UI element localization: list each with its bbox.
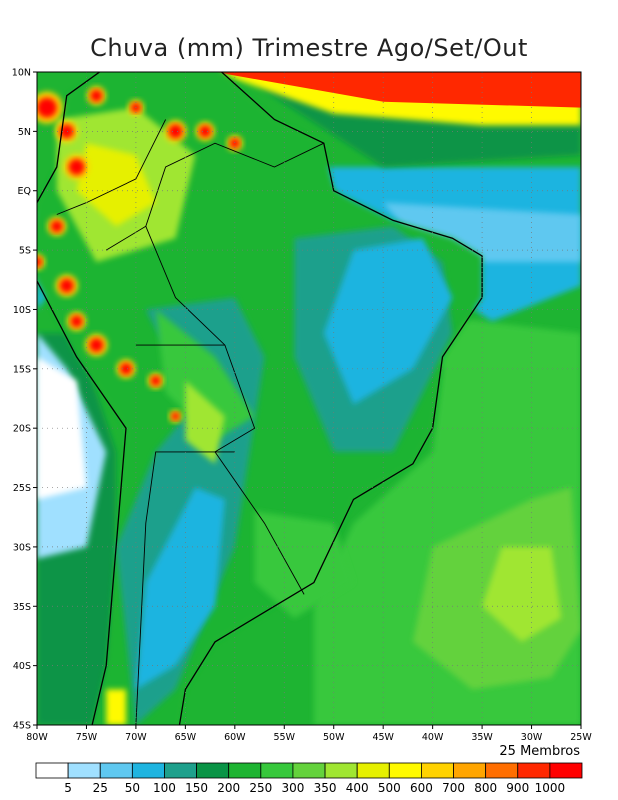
lat-tick-label: 15S bbox=[13, 364, 31, 375]
legend-swatch bbox=[196, 762, 230, 779]
lon-tick-label: 30W bbox=[521, 732, 543, 743]
south-atlantic-max bbox=[482, 546, 562, 642]
legend-swatch bbox=[292, 762, 326, 779]
legend-label: 5 bbox=[64, 781, 72, 795]
legend-label: 800 bbox=[474, 781, 497, 795]
lat-tick-label: EQ bbox=[18, 186, 31, 197]
lon-tick-label: 60W bbox=[224, 732, 246, 743]
legend-swatch bbox=[131, 762, 165, 779]
andes-slope-field bbox=[185, 380, 225, 464]
map-title: Chuva (mm) Trimestre Ago/Set/Out bbox=[90, 34, 528, 62]
lat-tick-label: 30S bbox=[13, 542, 31, 553]
legend-label: 350 bbox=[314, 781, 337, 795]
pacific-very-dry-zone bbox=[37, 356, 87, 500]
country-border-3 bbox=[135, 451, 235, 725]
axes: 80W 75W 70W 65W 60W 55W 50W 45W 40W 35W 30W 25W 10N 5… bbox=[12, 68, 593, 744]
rain-core-4 bbox=[90, 89, 103, 102]
rain-core-1 bbox=[37, 97, 57, 118]
lon-tick-label: 40W bbox=[422, 732, 444, 743]
rain-core-7 bbox=[199, 125, 212, 138]
lat-tick-label: 40S bbox=[13, 661, 31, 672]
legend-swatch bbox=[164, 762, 197, 779]
legend-label: 900 bbox=[506, 781, 529, 795]
lat-tick-label: 25S bbox=[13, 483, 31, 494]
color-legend: 5 25 50 100 150 200 250 300 350 400 500 600 700 800 90… bbox=[35, 762, 583, 795]
lon-tick-label: 35W bbox=[471, 732, 493, 743]
lon-tick-label: 25W bbox=[570, 732, 592, 743]
precipitation-field bbox=[37, 72, 581, 725]
patagonia-wet-spot bbox=[106, 689, 126, 725]
rain-core-9 bbox=[50, 220, 63, 233]
members-label: 25 Membros bbox=[499, 744, 580, 759]
lat-tick-label: 5N bbox=[18, 127, 31, 138]
rain-core-14 bbox=[150, 375, 161, 386]
country-border-5 bbox=[56, 119, 167, 215]
itcz-core bbox=[215, 72, 581, 108]
rain-core-15 bbox=[171, 412, 180, 421]
legend-swatch bbox=[453, 762, 487, 779]
rain-core-6 bbox=[168, 124, 183, 139]
legend-label: 500 bbox=[378, 781, 401, 795]
map-frame bbox=[36, 71, 582, 726]
rain-core-16 bbox=[37, 256, 42, 267]
lat-tick-label: 35S bbox=[13, 602, 31, 613]
lon-tick-label: 75W bbox=[76, 732, 98, 743]
country-border-1 bbox=[105, 225, 305, 595]
bolivia-lowlands-field bbox=[155, 309, 255, 441]
lat-tick-label: 5S bbox=[19, 246, 31, 257]
legend-label: 700 bbox=[442, 781, 465, 795]
plot-area bbox=[37, 72, 581, 725]
lon-tick-label: 45W bbox=[372, 732, 394, 743]
legend-swatch bbox=[260, 762, 294, 779]
legend-swatch bbox=[388, 762, 422, 779]
legend-label: 25 bbox=[93, 781, 108, 795]
rain-core-11 bbox=[70, 315, 83, 328]
uruguay-field bbox=[254, 511, 354, 619]
lat-tick-label: 20S bbox=[13, 424, 31, 435]
legend-swatch bbox=[324, 762, 358, 779]
legend-label: 50 bbox=[125, 781, 140, 795]
coastline bbox=[37, 72, 483, 725]
legend-label: 100 bbox=[153, 781, 176, 795]
lon-tick-label: 80W bbox=[26, 732, 48, 743]
legend-label: 600 bbox=[410, 781, 433, 795]
legend-swatch bbox=[485, 762, 519, 779]
lat-tick-label: 10S bbox=[13, 305, 31, 316]
lat-tick-label: 45S bbox=[13, 721, 31, 732]
rain-core-13 bbox=[120, 362, 133, 375]
legend-swatch bbox=[67, 762, 101, 779]
legend-swatch bbox=[421, 762, 454, 779]
legend-swatch bbox=[99, 762, 133, 779]
rain-core-3 bbox=[68, 158, 85, 175]
lat-tick-label: 10N bbox=[12, 68, 31, 79]
legend-label: 1000 bbox=[535, 781, 566, 795]
legend-swatch bbox=[228, 762, 262, 779]
legend-swatch bbox=[517, 762, 551, 779]
rain-core-8 bbox=[229, 138, 240, 149]
argentina-field bbox=[135, 487, 225, 690]
rain-core-10 bbox=[59, 278, 74, 293]
legend-swatch bbox=[35, 762, 69, 779]
lon-tick-label: 65W bbox=[175, 732, 197, 743]
legend-label: 300 bbox=[281, 781, 304, 795]
legend-swatch bbox=[549, 762, 583, 779]
lon-tick-label: 50W bbox=[323, 732, 345, 743]
legend-label: 400 bbox=[346, 781, 369, 795]
rain-core-2 bbox=[59, 124, 74, 139]
colombia-field bbox=[76, 143, 156, 227]
lon-tick-label: 55W bbox=[274, 732, 296, 743]
legend-label: 200 bbox=[217, 781, 240, 795]
rain-core-12 bbox=[89, 338, 104, 353]
country-border-2 bbox=[145, 142, 324, 227]
legend-swatch bbox=[356, 762, 390, 779]
lon-tick-label: 70W bbox=[125, 732, 147, 743]
northeast-brazil-field bbox=[323, 238, 453, 405]
legend-label: 150 bbox=[185, 781, 208, 795]
legend-label: 250 bbox=[249, 781, 272, 795]
